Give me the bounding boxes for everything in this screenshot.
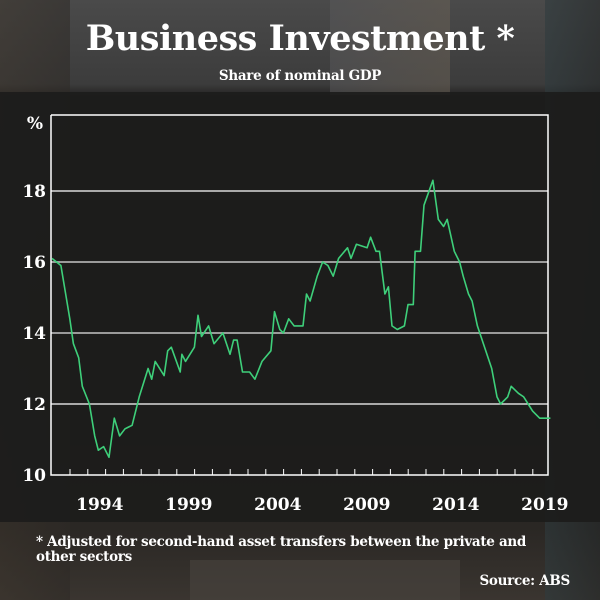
x-tick-label: 2009 bbox=[343, 495, 390, 515]
x-tick-label: 1994 bbox=[76, 495, 123, 515]
x-tick-label: 2019 bbox=[521, 495, 568, 515]
x-tick-label: 1999 bbox=[165, 495, 212, 515]
chart-panel bbox=[0, 92, 600, 522]
x-tick-label: 2014 bbox=[432, 495, 479, 515]
chart-subtitle: Share of nominal GDP bbox=[218, 68, 382, 84]
y-tick-label: 12 bbox=[22, 395, 46, 415]
gridlines bbox=[51, 190, 548, 405]
chart-title: Business Investment * bbox=[85, 18, 515, 59]
footnote: * Adjusted for second-hand asset transfe… bbox=[36, 534, 527, 565]
x-tick-label: 2004 bbox=[254, 495, 301, 515]
background-building bbox=[330, 0, 450, 95]
plot-border bbox=[50, 114, 549, 476]
series-layer bbox=[51, 179, 551, 459]
plot-frame bbox=[50, 114, 549, 476]
y-axis-unit-label: % bbox=[27, 114, 43, 134]
y-tick-label: 10 bbox=[22, 466, 46, 486]
source-label: Source: ABS bbox=[479, 573, 570, 589]
y-tick-label: 16 bbox=[22, 253, 46, 273]
series-line bbox=[51, 179, 551, 459]
background-building bbox=[190, 560, 460, 600]
y-tick-label: 14 bbox=[22, 324, 46, 344]
x-axis: 1994 1999 2004 2009 2014 2019 bbox=[69, 469, 568, 515]
y-axis: % 10 12 14 16 18 bbox=[22, 114, 46, 486]
y-tick-label: 18 bbox=[22, 182, 46, 202]
